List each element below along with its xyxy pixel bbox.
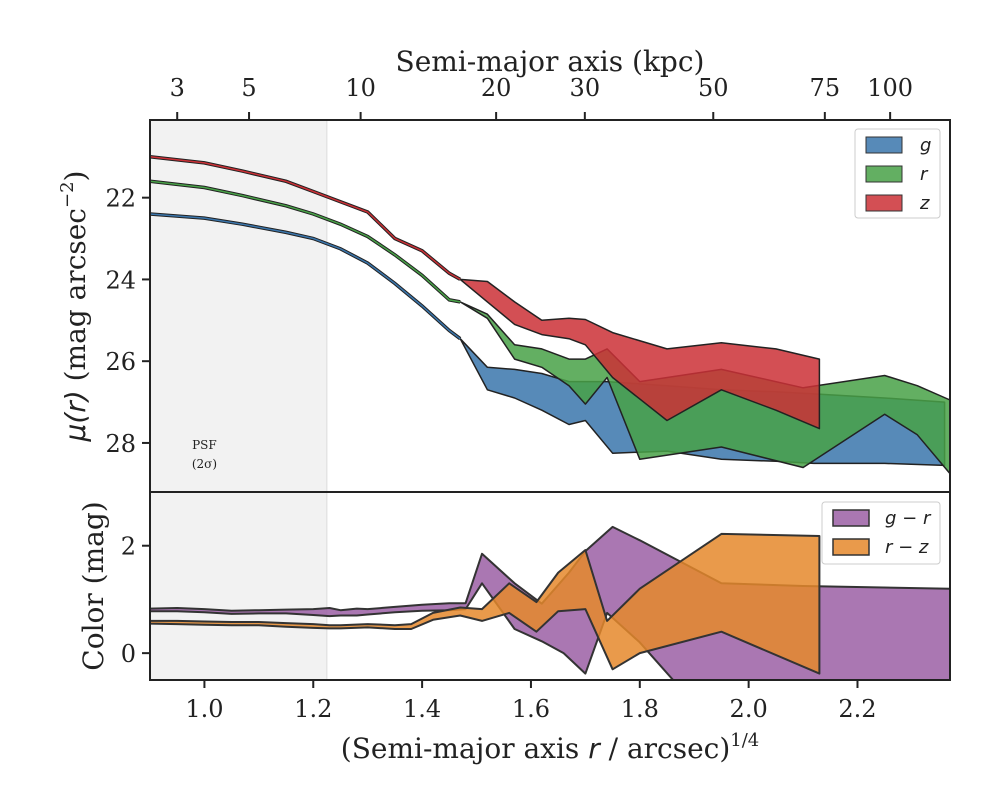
legend-surface-brightness: grz (854, 128, 941, 219)
x-axis-label-rest: / arcsec) (600, 732, 731, 765)
y-axis-label-part: μ( (59, 412, 92, 443)
top-axis-label: Semi-major axis (kpc) (396, 45, 705, 78)
bottom-y-axis-label: Color (mag) (77, 501, 110, 670)
x-axis-label-exponent: 1/4 (730, 730, 759, 751)
surface-brightness-series (149, 155, 951, 475)
y-axis-label-part: ) (59, 171, 92, 182)
y-axis-label-part: (mag arcsec (59, 208, 92, 390)
color-series (150, 525, 950, 680)
top-y-axis-label: μ(r) (mag arcsec−2) (57, 171, 92, 443)
top-tick-label: 5 (241, 74, 256, 102)
x-tick-label: 1.8 (621, 695, 659, 723)
legend-color: g − r r − z (821, 501, 941, 565)
x-tick-label: 1.2 (294, 695, 332, 723)
legend-swatch-color (832, 538, 870, 556)
top-tick-label: 30 (570, 74, 601, 102)
bottom-y-axis-ticks: 02 (121, 533, 150, 668)
y-axis-label-part: −2 (57, 181, 78, 208)
top-x-axis-ticks: 3 5 10 20 30 50 75 100 (170, 74, 913, 120)
y-axis-label-part: r (59, 400, 92, 413)
color-panel: 02 1.0 1.2 1.4 1.6 1.8 2.0 2.2 g − rr − z (121, 491, 951, 723)
color-y-tick-label: 2 (121, 533, 136, 561)
y-tick-label: 24 (105, 266, 136, 294)
top-tick-label: 100 (867, 74, 913, 102)
top-tick-label: 50 (698, 74, 729, 102)
x-tick-label: 1.0 (185, 695, 223, 723)
legend-swatch-g (865, 136, 903, 154)
legend-label-r: r (920, 164, 929, 185)
y-axis-label-part: ) (59, 390, 92, 403)
legend-label-color: g − r (885, 508, 932, 529)
top-tick-label: 75 (810, 74, 841, 102)
x-tick-label: 1.6 (512, 695, 550, 723)
legend-swatch-r (865, 165, 903, 183)
top-y-axis-ticks: 22 24 26 28 (105, 185, 150, 458)
color-y-tick-label: 0 (121, 640, 136, 668)
top-tick-label: 20 (481, 74, 512, 102)
series-band-z (459, 278, 821, 430)
x-tick-label: 2.2 (838, 695, 876, 723)
x-axis-label-var: r (588, 732, 601, 765)
psf-region-bottom (150, 492, 327, 680)
y-tick-label: 26 (105, 348, 136, 376)
series-line-r (149, 180, 461, 303)
psf-label: PSF (192, 438, 217, 452)
y-tick-label: 28 (105, 430, 136, 458)
surface-brightness-panel: PSF (2σ) 22 24 26 28 3 5 10 20 30 50 75 100 grz (105, 74, 951, 493)
legend-label-z: z (919, 193, 930, 214)
bottom-x-axis-ticks: 1.0 1.2 1.4 1.6 1.8 2.0 2.2 (185, 680, 877, 723)
x-axis-label-main: (Semi-major axis (341, 732, 588, 765)
y-tick-label: 22 (105, 185, 136, 213)
series-line-z (149, 156, 461, 281)
top-tick-label: 10 (345, 74, 376, 102)
psf-sigma-label: (2σ) (192, 457, 217, 471)
top-tick-label: 3 (170, 74, 185, 102)
psf-region (150, 120, 327, 492)
legend-swatch-color (832, 509, 870, 527)
color-band-r-z (150, 532, 821, 675)
legend-label-g: g (920, 135, 931, 156)
x-tick-label: 2.0 (730, 695, 768, 723)
bottom-panel-frame (149, 491, 951, 681)
legend-swatch-z (865, 194, 903, 212)
bottom-x-axis-label: (Semi-major axis r / arcsec)1/4 (341, 730, 759, 765)
legend-label-color: r − z (885, 537, 929, 558)
x-tick-label: 1.4 (403, 695, 441, 723)
series-line-g (149, 213, 461, 340)
